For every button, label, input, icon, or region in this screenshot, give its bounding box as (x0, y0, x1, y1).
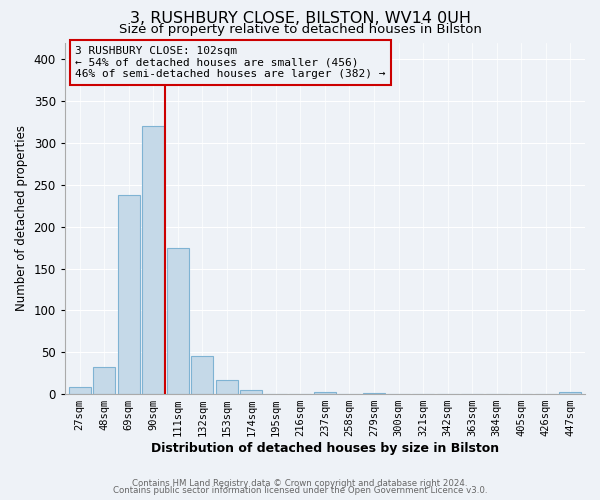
Bar (167, 248, 189, 394)
Bar (68, 388, 91, 394)
Bar (240, 390, 262, 394)
Bar (142, 126, 164, 394)
X-axis label: Distribution of detached houses by size in Bilston: Distribution of detached houses by size … (151, 442, 499, 455)
Bar (191, 356, 213, 394)
Text: 3, RUSHBURY CLOSE, BILSTON, WV14 0UH: 3, RUSHBURY CLOSE, BILSTON, WV14 0UH (130, 11, 470, 26)
Bar (314, 392, 336, 394)
Text: Size of property relative to detached houses in Bilston: Size of property relative to detached ho… (119, 22, 481, 36)
Bar (559, 392, 581, 394)
Text: Contains public sector information licensed under the Open Government Licence v3: Contains public sector information licen… (113, 486, 487, 495)
Bar (118, 195, 140, 394)
Bar (93, 368, 115, 394)
Bar (216, 380, 238, 394)
Bar (363, 393, 385, 394)
Text: Contains HM Land Registry data © Crown copyright and database right 2024.: Contains HM Land Registry data © Crown c… (132, 478, 468, 488)
Text: 3 RUSHBURY CLOSE: 102sqm
← 54% of detached houses are smaller (456)
46% of semi-: 3 RUSHBURY CLOSE: 102sqm ← 54% of detach… (75, 46, 386, 79)
Y-axis label: Number of detached properties: Number of detached properties (15, 126, 28, 312)
